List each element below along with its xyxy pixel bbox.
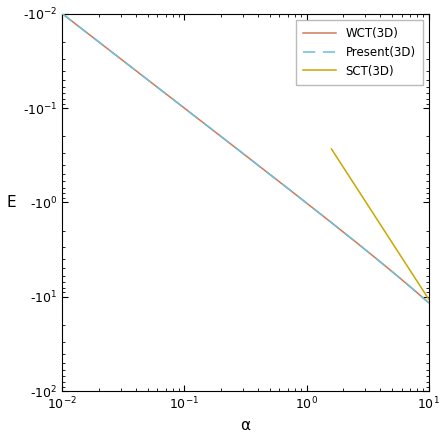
SCT(3D) [426,297,431,302]
SCT(3D) [329,147,334,152]
WCT(3D) [352,238,357,244]
WCT(3D) [346,233,351,238]
Present(3D) [221,136,226,141]
Y-axis label: E: E [7,195,17,210]
Present(3D) [208,126,213,131]
SCT(3D) [411,273,416,278]
Present(3D) [346,233,351,238]
SCT(3D) [329,147,334,152]
SCT(3D) [388,238,394,243]
Legend: WCT(3D), Present(3D), SCT(3D): WCT(3D), Present(3D), SCT(3D) [296,20,423,84]
WCT(3D) [59,11,65,16]
Present(3D) [311,206,316,212]
WCT(3D) [208,126,213,131]
WCT(3D) [426,300,431,305]
Present(3D) [97,40,102,45]
Line: Present(3D): Present(3D) [62,14,429,303]
X-axis label: α: α [240,418,251,433]
Present(3D) [426,300,431,305]
Line: SCT(3D): SCT(3D) [332,149,429,299]
WCT(3D) [97,40,102,45]
Present(3D) [59,11,65,16]
SCT(3D) [417,282,422,288]
WCT(3D) [221,136,226,141]
WCT(3D) [311,206,316,212]
SCT(3D) [387,236,392,241]
Line: WCT(3D): WCT(3D) [62,14,429,303]
Present(3D) [352,238,357,244]
SCT(3D) [386,235,392,241]
